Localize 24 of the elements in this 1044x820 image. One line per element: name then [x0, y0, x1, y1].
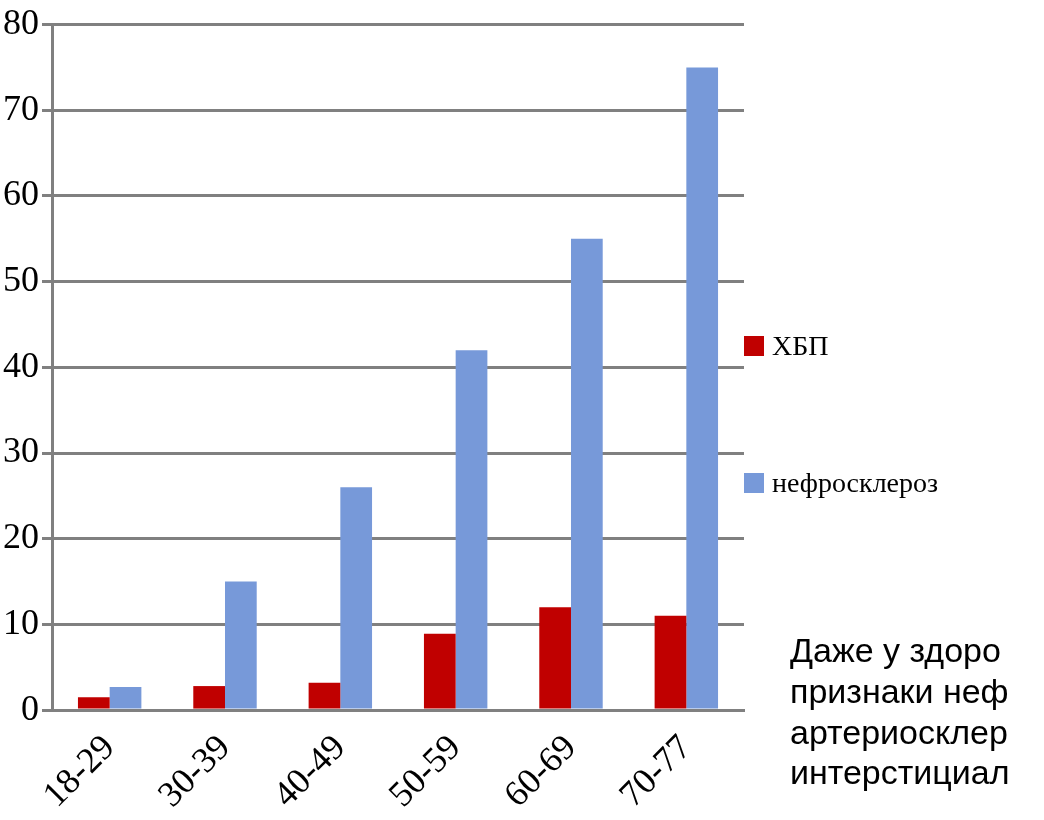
bar [654, 615, 687, 709]
bar [455, 350, 488, 709]
y-tick-label: 30 [3, 430, 39, 471]
y-tick-label: 80 [3, 2, 39, 43]
y-tick-label: 10 [3, 601, 39, 642]
bar [686, 67, 719, 709]
text: Даже у здоро признаки неф артериосклер интерстициал [790, 630, 1010, 794]
bar [109, 686, 142, 709]
legend-label: ХБП [772, 330, 829, 362]
y-tick-label: 70 [3, 87, 39, 128]
legend-label: нефросклероз [772, 467, 939, 499]
bar [193, 686, 225, 709]
y-tick-label: 0 [21, 687, 39, 728]
y-tick-label: 50 [3, 259, 39, 300]
y-tick-label: 40 [3, 344, 39, 385]
bar [308, 682, 341, 709]
y-tick-label: 20 [3, 516, 39, 557]
bar [571, 238, 603, 709]
y-tick-label: 60 [3, 173, 39, 214]
bar [340, 487, 373, 709]
bar [423, 633, 456, 709]
bar [539, 607, 571, 709]
bar [225, 581, 257, 709]
bar [77, 697, 110, 709]
